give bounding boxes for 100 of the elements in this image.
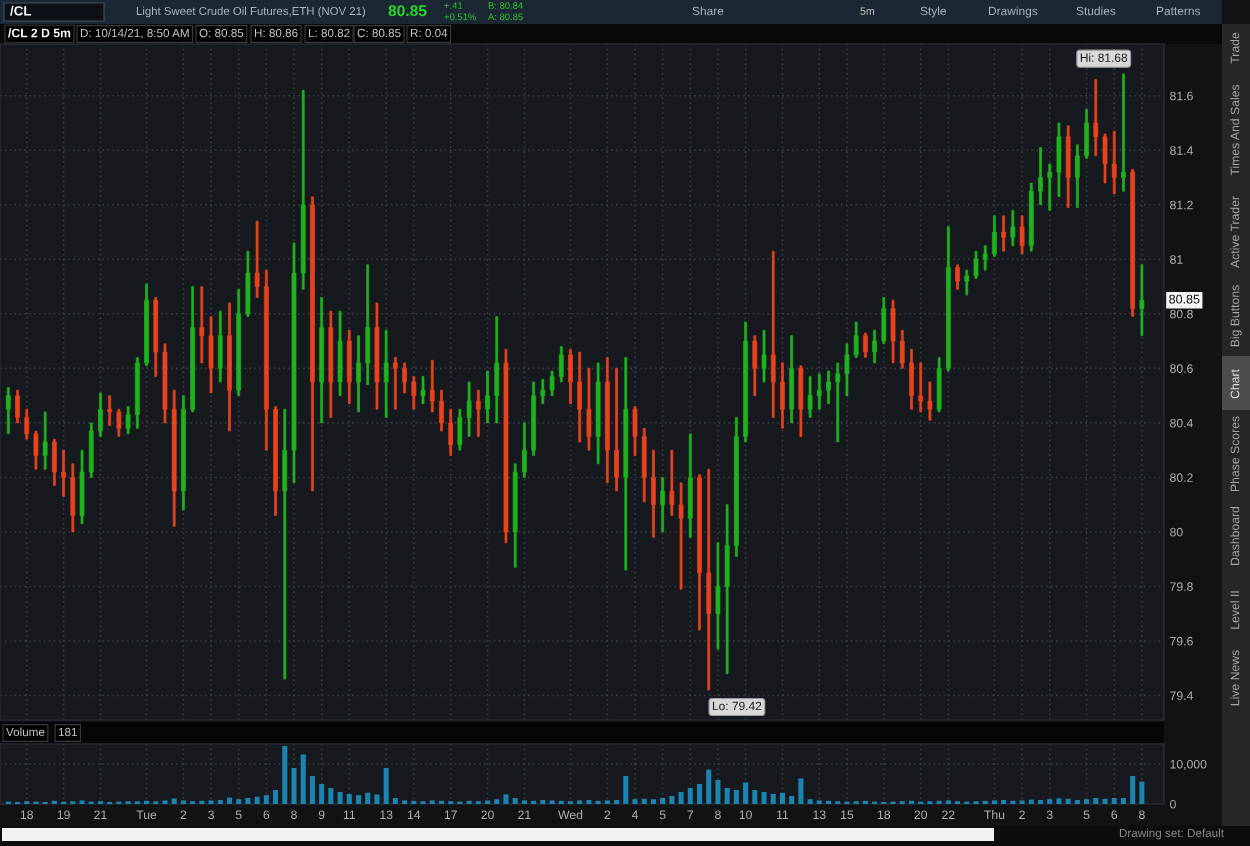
bar [245, 798, 251, 804]
candlestick [1139, 264, 1145, 337]
candlestick [134, 357, 140, 429]
candlestick [660, 477, 666, 533]
candlestick [116, 408, 122, 437]
candlestick [632, 406, 638, 456]
candlestick [973, 250, 979, 279]
candlestick [494, 316, 500, 424]
candlestick [33, 430, 39, 470]
candlestick [945, 226, 951, 372]
candlestick [337, 310, 343, 396]
candlestick [1028, 182, 1034, 252]
bar [798, 778, 804, 804]
bar [724, 788, 730, 804]
candlestick [743, 321, 748, 443]
candlestick [475, 389, 481, 437]
candlestick [558, 346, 564, 383]
candlestick [1093, 79, 1099, 157]
candlestick [1074, 144, 1080, 208]
bar [696, 784, 703, 804]
candlestick [835, 362, 841, 443]
candlestick [927, 381, 933, 421]
candlestick [512, 463, 518, 568]
candlestick [319, 297, 325, 424]
candlestick [107, 395, 113, 426]
candlestick [1102, 133, 1108, 184]
bar [374, 794, 380, 804]
candlestick [531, 381, 536, 456]
candlestick [439, 389, 444, 432]
candlestick [614, 368, 619, 492]
bar [300, 754, 306, 804]
candlestick [5, 387, 11, 435]
candlestick [844, 343, 850, 396]
candlestick [236, 288, 242, 396]
candlestick [863, 332, 868, 358]
candlestick [485, 370, 490, 424]
candlestick [144, 283, 149, 366]
candlestick [595, 362, 601, 465]
candlestick [365, 264, 371, 386]
candlestick [245, 250, 251, 317]
candlestick [780, 362, 785, 429]
bar [669, 796, 675, 804]
candlestick [356, 335, 361, 413]
candlestick [411, 376, 417, 410]
candlestick [899, 329, 905, 369]
candlestick [1038, 147, 1043, 206]
bar [254, 796, 260, 804]
candlestick [15, 389, 20, 424]
candlestick [853, 321, 859, 358]
bar [328, 788, 334, 804]
bar [779, 792, 785, 804]
candlestick [1065, 125, 1071, 208]
candlestick [604, 357, 610, 484]
bar [715, 780, 721, 804]
candlestick [98, 392, 103, 437]
bar [623, 776, 629, 804]
bar [337, 792, 343, 804]
bar [1139, 781, 1145, 804]
candlestick [383, 329, 389, 418]
candlestick [1121, 73, 1126, 192]
candlestick [171, 389, 177, 527]
bar [282, 746, 288, 804]
candlestick [162, 343, 168, 424]
bar [365, 792, 371, 804]
candlestick [374, 302, 380, 410]
candlestick [798, 365, 804, 437]
candlestick [254, 220, 260, 298]
bar [383, 768, 389, 804]
candlestick [393, 357, 398, 410]
bar [226, 797, 233, 804]
bar [641, 798, 647, 804]
candlestick [568, 348, 573, 405]
bar [512, 798, 518, 804]
candlestick [1047, 163, 1053, 211]
candlestick [1111, 130, 1117, 195]
bar [733, 790, 739, 804]
candlestick [24, 408, 30, 440]
bar [1111, 798, 1117, 804]
candlestick [651, 449, 656, 538]
candlestick [623, 357, 629, 571]
candlestick [918, 362, 924, 413]
candlestick [936, 357, 942, 413]
candlestick [807, 376, 813, 418]
candlestick [890, 299, 896, 364]
bar [309, 776, 315, 804]
candlestick [190, 286, 195, 413]
candlestick [181, 395, 186, 511]
candlestick [872, 329, 877, 364]
candlestick [586, 368, 592, 451]
bar [171, 798, 177, 804]
candlestick [992, 215, 997, 257]
candlestick [42, 411, 48, 470]
candlestick [79, 449, 85, 525]
bar [291, 768, 297, 804]
candlestick [1019, 215, 1025, 255]
candlestick [125, 406, 131, 435]
candlestick [52, 438, 57, 486]
candlestick [522, 422, 527, 478]
candlestick [1084, 109, 1089, 159]
candlestick [826, 370, 831, 405]
